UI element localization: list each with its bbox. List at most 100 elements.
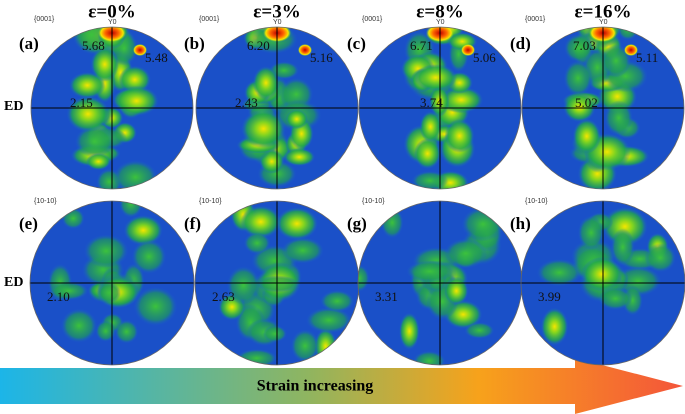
texture-blob (429, 85, 450, 117)
texture-peak (133, 44, 147, 56)
pole-label: {10-10} (199, 198, 222, 205)
texture-blob (252, 66, 280, 100)
texture-blob (305, 307, 352, 334)
texture-blob (399, 312, 420, 350)
column-header: ε=16% (575, 1, 632, 22)
panel-label: (g) (347, 214, 367, 233)
pole-label: {0001} (34, 16, 55, 23)
max-value: 2.63 (212, 289, 235, 304)
texture-blob (226, 266, 261, 305)
texture-blob (604, 100, 633, 136)
center-value: 2.15 (70, 95, 93, 110)
texture-blob (572, 118, 601, 154)
second-value: 5.16 (310, 50, 333, 65)
texture-blob (419, 111, 442, 143)
texture-blob (563, 60, 593, 97)
pole-border (29, 200, 195, 366)
column-header: ε=3% (253, 1, 300, 22)
texture-blob (461, 206, 505, 242)
second-value: 5.11 (636, 50, 658, 65)
pole-figure (522, 27, 684, 189)
texture-blob (540, 307, 569, 346)
max-value: 3.99 (538, 289, 561, 304)
texture-blob (411, 170, 449, 189)
strain-arrow (0, 358, 683, 414)
max-value: 6.20 (247, 38, 270, 53)
texture-blob (285, 109, 308, 130)
texture-blob (49, 281, 89, 301)
texture-blob (644, 243, 676, 273)
max-value: 6.71 (410, 38, 433, 53)
texture-blob (444, 238, 488, 269)
texture-blob (577, 215, 605, 251)
texture-blob (464, 322, 495, 339)
texture-blob (536, 259, 582, 287)
texture-blob (444, 276, 469, 305)
texture-blob (601, 44, 631, 78)
texture-blob (275, 207, 319, 240)
pole-figure (196, 27, 358, 189)
axis-label: Y0 (436, 19, 445, 26)
pole-label: {10-10} (525, 198, 548, 205)
center-value: 3.74 (420, 95, 443, 110)
texture-blob (113, 160, 158, 189)
center-value: 5.02 (575, 95, 598, 110)
texture-blob (95, 320, 116, 342)
texture-blob (414, 64, 458, 92)
pole-border (358, 26, 522, 190)
texture-blob (66, 95, 110, 133)
texture-blob (413, 138, 442, 169)
texture-blob (83, 234, 129, 268)
panel-label: (d) (510, 34, 531, 53)
texture-blob (256, 275, 299, 293)
texture-blob (610, 228, 635, 266)
pole-figure (195, 201, 359, 365)
texture-blob (114, 319, 139, 344)
pole-label: {0001} (199, 16, 220, 23)
texture-peak (461, 44, 475, 56)
texture-blob (119, 201, 143, 218)
pole-figure (30, 201, 194, 365)
pole-border (520, 200, 685, 366)
pole-label: {10-10} (362, 198, 385, 205)
texture-blob (444, 118, 475, 153)
ed-label: ED (4, 99, 23, 114)
texture-blob (86, 153, 111, 170)
texture-blob (69, 71, 106, 99)
arrow-label: Strain increasing (257, 378, 374, 395)
texture-blob (281, 237, 324, 264)
max-value: 7.03 (573, 38, 596, 53)
texture-blob (413, 350, 446, 365)
texture-blob (97, 282, 121, 303)
panel-label: (c) (347, 34, 366, 53)
pole-border (30, 26, 194, 190)
texture-blob (123, 215, 163, 246)
texture-blob (290, 329, 320, 363)
max-value: 2.10 (47, 289, 70, 304)
pole-label: {0001} (525, 16, 546, 23)
panel-label: (b) (184, 34, 205, 53)
texture-blob (114, 85, 159, 116)
panel-label: (h) (510, 214, 531, 233)
max-value: 3.31 (375, 289, 398, 304)
texture-blob (241, 109, 286, 149)
second-value: 5.06 (473, 50, 496, 65)
texture-blob (320, 290, 355, 313)
texture-blob (75, 27, 108, 51)
texture-blob (406, 260, 454, 283)
center-value: 2.43 (235, 95, 258, 110)
panel-label: (e) (19, 214, 38, 233)
pole-border (195, 26, 359, 190)
pole-label: {10-10} (34, 198, 57, 205)
pole-border (521, 26, 685, 190)
axis-label: Y0 (273, 19, 282, 26)
texture-blob (598, 287, 633, 310)
second-value: 5.48 (145, 50, 168, 65)
pole-label: {0001} (362, 16, 383, 23)
texture-blob (283, 147, 316, 167)
pole-figure (359, 27, 521, 189)
panel-label: (a) (19, 34, 39, 53)
column-header: ε=8% (416, 1, 463, 22)
texture-blob (60, 308, 98, 343)
